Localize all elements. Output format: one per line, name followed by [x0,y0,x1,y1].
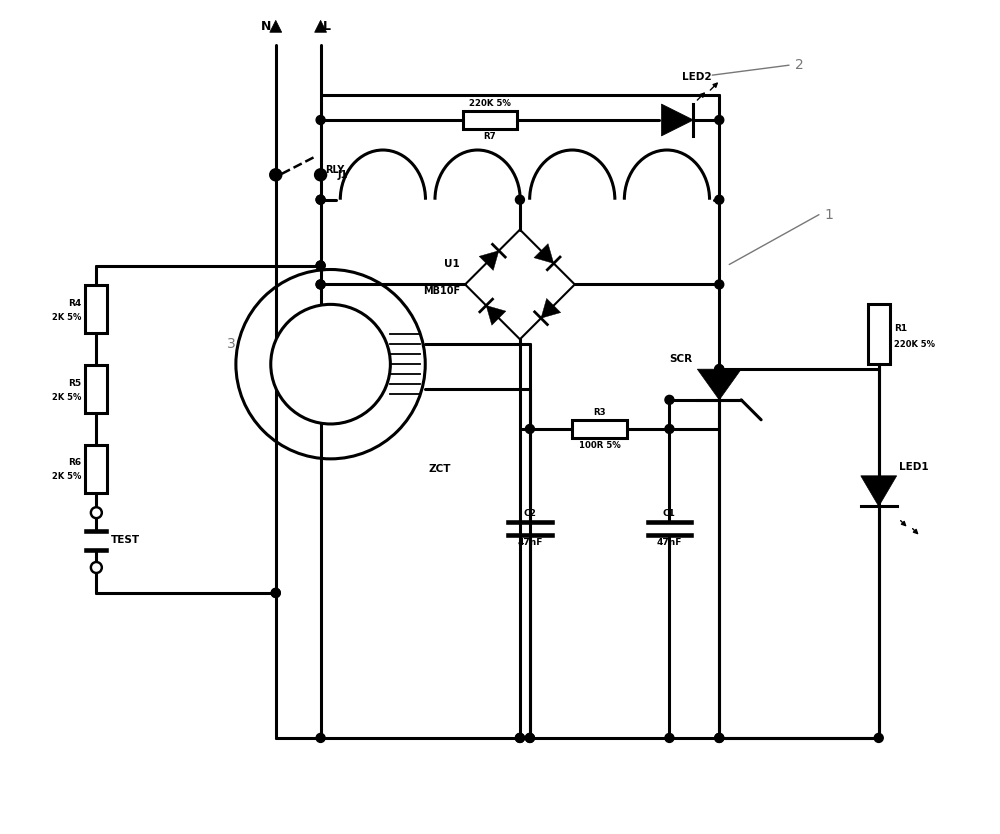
Circle shape [316,170,325,179]
Circle shape [665,733,674,742]
Circle shape [271,589,280,597]
Circle shape [874,733,883,742]
Text: 220K 5%: 220K 5% [894,339,935,349]
Circle shape [316,195,325,204]
Circle shape [715,364,724,374]
Text: 47nF: 47nF [657,538,682,547]
Polygon shape [486,305,506,325]
Text: 2: 2 [795,58,803,73]
Bar [85,365,107,413]
Circle shape [525,733,534,742]
Text: R7: R7 [484,132,496,141]
Circle shape [715,733,724,742]
Polygon shape [661,104,693,136]
Circle shape [316,280,325,289]
Circle shape [715,364,724,374]
Circle shape [525,425,534,434]
Circle shape [515,733,524,742]
Text: ZCT: ZCT [428,464,451,474]
Text: 3: 3 [227,337,235,351]
Text: C2: C2 [523,510,536,518]
Text: LED2: LED2 [682,72,712,82]
Circle shape [515,195,524,204]
Polygon shape [861,476,897,506]
Text: J1: J1 [338,170,348,180]
Polygon shape [270,20,282,33]
Polygon shape [315,20,327,33]
Text: R1: R1 [894,324,907,333]
Text: LED1: LED1 [899,462,928,472]
Circle shape [715,195,724,204]
Polygon shape [697,369,741,399]
Circle shape [665,395,674,404]
Circle shape [315,169,326,180]
Circle shape [715,115,724,124]
Text: MB10F: MB10F [423,286,460,296]
Text: 2K 5%: 2K 5% [52,393,81,401]
Bar [868,304,890,364]
Text: TEST: TEST [111,535,140,545]
Text: 220K 5%: 220K 5% [469,99,511,108]
Bar [572,420,627,438]
Circle shape [515,733,524,742]
Circle shape [271,589,280,597]
Text: R4: R4 [68,299,81,308]
Text: R3: R3 [593,408,606,417]
Text: R5: R5 [68,379,81,388]
Text: N: N [261,20,271,33]
Circle shape [316,115,325,124]
Text: 2K 5%: 2K 5% [52,313,81,322]
Text: 47nF: 47nF [517,538,543,547]
Circle shape [316,195,325,204]
Bar [463,111,517,129]
Text: L: L [323,20,331,33]
Text: C1: C1 [663,510,676,518]
Text: 100R 5%: 100R 5% [579,441,621,450]
Polygon shape [479,251,499,270]
Text: U1: U1 [444,259,460,269]
Circle shape [316,280,325,289]
Circle shape [525,733,534,742]
Circle shape [91,562,102,573]
Circle shape [715,280,724,289]
Circle shape [316,733,325,742]
Bar [85,445,107,493]
Text: R6: R6 [68,459,81,467]
Text: SCR: SCR [669,354,692,364]
Bar [85,285,107,334]
Text: RLY: RLY [326,165,345,175]
Polygon shape [541,299,561,319]
Circle shape [715,733,724,742]
Circle shape [91,507,102,518]
Circle shape [271,170,280,179]
Circle shape [271,304,390,424]
Circle shape [270,169,281,180]
Circle shape [665,425,674,434]
Text: 2K 5%: 2K 5% [52,472,81,481]
Text: 1: 1 [824,208,833,222]
Polygon shape [534,244,554,264]
Circle shape [316,261,325,270]
Circle shape [316,261,325,270]
